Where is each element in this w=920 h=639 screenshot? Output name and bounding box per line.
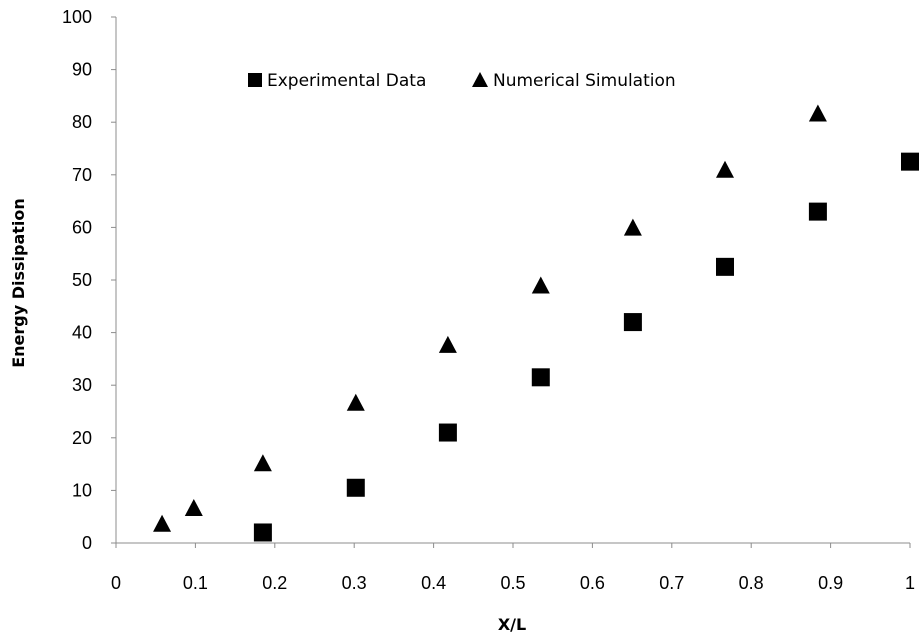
x-tick-label: 0 [111,573,121,593]
experimental-data-point [438,423,457,442]
x-tick-label: 1 [905,573,915,593]
legend-label-experimental-data: Experimental Data [267,71,426,91]
numerical-simulation-point [531,276,550,294]
y-tick-label: 30 [72,375,92,395]
experimental-data-point [531,368,550,387]
x-tick-label: 0.9 [818,573,843,593]
y-tick-label: 0 [82,533,92,553]
y-tick-label: 40 [72,323,92,343]
numerical-simulation-point [715,160,734,178]
legend-label-numerical-simulation: Numerical Simulation [493,71,676,91]
tick-labels: 0 0.1 0.2 0.3 0.4 0.5 0.6 0.7 0.8 0.9 101020304050… [62,7,915,593]
x-tick-label: 0.8 [739,573,764,593]
x-tick-label: 0.4 [421,573,446,593]
experimental-data-point [715,257,734,276]
experimental-data-point [253,523,272,542]
numerical-simulation-point [184,498,203,516]
y-tick-label: 80 [72,112,92,132]
numerical-simulation-point [346,393,365,411]
numerical-simulation-point [808,104,827,122]
x-tick-label: 0.6 [580,573,605,593]
data-points [153,104,919,542]
numerical-simulation-point [253,454,272,472]
experimental-data-point [808,202,827,221]
y-axis-title: Energy Dissipation [9,198,28,368]
axes [115,17,910,544]
y-tick-label: 90 [72,60,92,80]
x-tick-label: 0.7 [659,573,684,593]
x-tick-label: 0.2 [262,573,287,593]
x-axis-title: X/L [498,615,526,634]
y-tick-label: 100 [62,7,92,27]
legend-marker-experimental-data [248,73,262,87]
experimental-data-point [901,152,919,171]
experimental-data-point [623,313,642,332]
experimental-data-point [346,478,365,497]
legend: Experimental Data Numerical Simulation [248,71,676,91]
y-tick-label: 60 [72,217,92,237]
legend-marker-numerical-simulation [472,72,488,87]
numerical-simulation-point [438,335,457,353]
x-tick-label: 0.3 [342,573,367,593]
y-tick-label: 20 [72,428,92,448]
x-tick-label: 0.5 [500,573,525,593]
y-tick-label: 50 [72,270,92,290]
y-tick-label: 70 [72,165,92,185]
x-tick-label: 0.1 [183,573,208,593]
tick-marks [111,16,911,548]
y-tick-label: 10 [72,480,92,500]
numerical-simulation-point [153,514,172,532]
numerical-simulation-point [623,218,642,236]
